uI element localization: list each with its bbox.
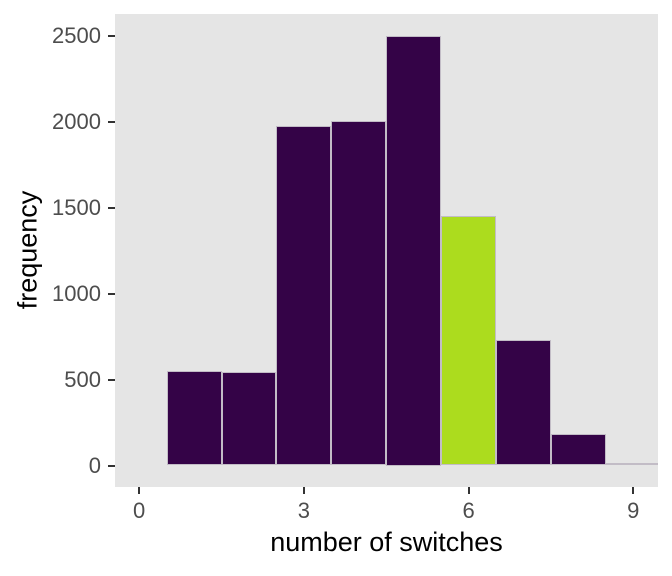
y-axis-tick-2000 xyxy=(108,120,115,123)
plot-panel xyxy=(115,14,658,487)
y-axis-tick-500 xyxy=(108,378,115,381)
x-tick-label-6: 6 xyxy=(462,498,475,523)
histogram-bar-7 xyxy=(496,339,551,466)
x-axis-tick-3 xyxy=(302,487,305,494)
y-tick-label-500: 500 xyxy=(64,366,101,392)
x-tick-label-0: 0 xyxy=(133,498,146,523)
x-tick-label-3: 3 xyxy=(297,498,310,523)
y-axis-tick-1500 xyxy=(108,206,115,209)
y-axis-tick-0 xyxy=(108,464,115,467)
histogram-bar-3 xyxy=(276,125,332,466)
histogram-bar-8 xyxy=(550,433,606,466)
x-axis-tick-6 xyxy=(467,487,470,494)
x-tick-label-9: 9 xyxy=(627,498,640,523)
y-tick-label-0: 0 xyxy=(88,452,101,478)
y-axis-tick-2500 xyxy=(108,34,115,37)
y-axis-title: frequency xyxy=(12,190,43,310)
x-axis-tick-0 xyxy=(138,487,141,494)
y-axis-tick-1000 xyxy=(108,292,115,295)
histogram-bar-5 xyxy=(386,35,442,466)
histogram-bar-2 xyxy=(221,371,277,466)
x-axis-tick-9 xyxy=(632,487,635,494)
y-tick-label-1000: 1000 xyxy=(52,280,101,306)
histogram-bar-9 xyxy=(605,462,658,466)
histogram-bar-1 xyxy=(166,370,222,466)
y-tick-label-1500: 1500 xyxy=(52,194,101,220)
x-axis-title: number of switches xyxy=(270,527,503,557)
histogram-bar-6 xyxy=(441,216,497,466)
histogram-bar-4 xyxy=(331,120,387,466)
y-tick-label-2000: 2000 xyxy=(52,108,101,134)
y-tick-label-2500: 2500 xyxy=(52,22,101,48)
